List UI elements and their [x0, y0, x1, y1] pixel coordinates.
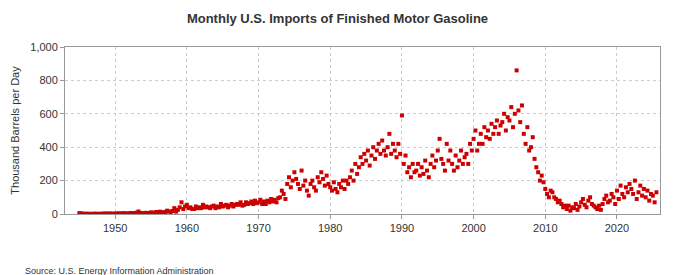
- svg-text:2000: 2000: [461, 222, 485, 234]
- svg-text:Monthly U.S. Imports of Finish: Monthly U.S. Imports of Finished Motor G…: [187, 11, 488, 26]
- svg-text:1950: 1950: [103, 222, 127, 234]
- svg-text:2010: 2010: [533, 222, 557, 234]
- svg-text:200: 200: [39, 174, 57, 186]
- svg-text:1970: 1970: [246, 222, 270, 234]
- svg-text:400: 400: [39, 141, 57, 153]
- svg-text:1960: 1960: [175, 222, 199, 234]
- svg-text:1,000: 1,000: [30, 41, 58, 53]
- svg-text:800: 800: [39, 74, 57, 86]
- svg-text:1990: 1990: [390, 222, 414, 234]
- svg-text:2020: 2020: [605, 222, 629, 234]
- svg-text:Thousand Barrels per Day: Thousand Barrels per Day: [9, 66, 21, 195]
- svg-text:0: 0: [52, 208, 58, 220]
- svg-text:1980: 1980: [318, 222, 342, 234]
- svg-text:600: 600: [39, 108, 57, 120]
- svg-text:Source: U.S. Energy Informatio: Source: U.S. Energy Information Administ…: [25, 266, 214, 275]
